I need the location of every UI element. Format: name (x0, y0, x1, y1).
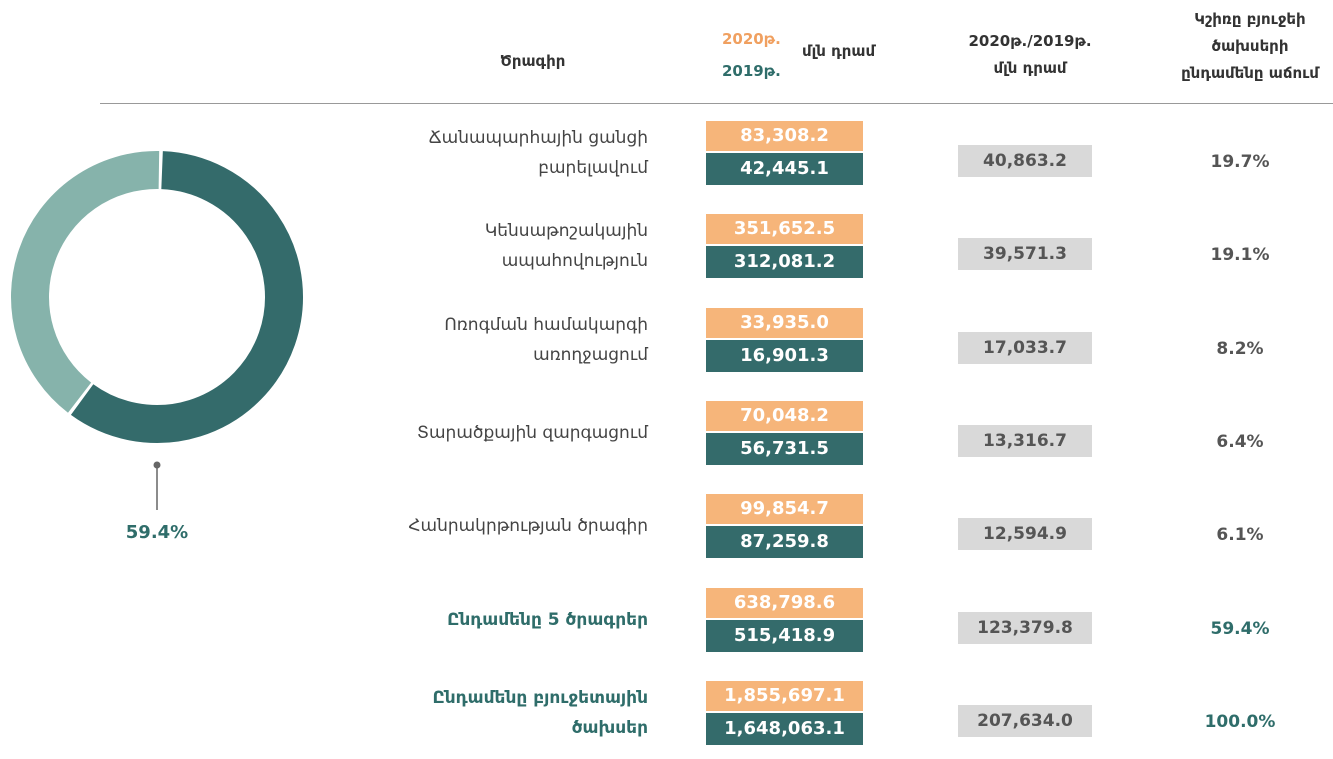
header-line: ընդամենը աճում (1181, 64, 1319, 82)
header-line: մլն դրամ (993, 59, 1067, 77)
header-line: ծախսերի (1211, 37, 1289, 55)
donut-label: 59.4% (126, 522, 188, 543)
header-line: Կշիռը բյուջեի (1194, 10, 1306, 28)
value-diff: 13,316.7 (958, 424, 1092, 457)
row-name: Կենսաթոշակային ապահովություն (485, 216, 648, 276)
value-2020: 70,048.2 (706, 400, 863, 431)
row-name-line: ծախսեր (571, 717, 648, 738)
value-2019: 16,901.3 (706, 339, 863, 372)
value-2019: 1,648,063.1 (706, 712, 863, 745)
value-share: 8.2% (1216, 338, 1264, 359)
row-name: Ընդամենը 5 ծրագրեր (447, 605, 648, 635)
header-share: Կշիռը բյուջեի ծախսերի ընդամենը աճում (1160, 6, 1333, 87)
value-2020: 1,855,697.1 (706, 680, 863, 711)
header-2019: 2019թ. (722, 62, 781, 80)
value-2020: 99,854.7 (706, 494, 863, 525)
value-diff: 40,863.2 (958, 145, 1092, 177)
row-name-line: Կենսաթոշակային (484, 221, 648, 242)
value-diff: 17,033.7 (958, 331, 1092, 364)
value-2020: 351,652.5 (706, 214, 863, 245)
value-diff: 39,571.3 (958, 238, 1092, 271)
value-2020: 83,308.2 (706, 121, 863, 151)
row-name-line: առողջացում (533, 344, 648, 365)
value-2020: 33,935.0 (706, 307, 863, 338)
row-name-line: ապահովություն (501, 251, 648, 272)
value-share: 100.0% (1204, 711, 1276, 732)
value-2019: 56,731.5 (706, 432, 863, 465)
value-share: 6.4% (1216, 431, 1264, 452)
header-program: Ծրագիր (500, 52, 566, 70)
row-name-line: Հանրակրթության ծրագիր (408, 516, 648, 537)
row-name: Ճանապարհային ցանցի բարելավում (429, 123, 648, 183)
row-name: Հանրակրթության ծրագիր (408, 511, 648, 541)
row-name-line: Տարածքային զարգացում (417, 422, 648, 443)
value-share: 59.4% (1210, 618, 1270, 639)
divider (100, 103, 1333, 104)
value-diff: 123,379.8 (958, 611, 1092, 644)
header-2020: 2020թ. (722, 30, 781, 48)
row-name: Ոռոգման համակարգի առողջացում (444, 310, 648, 370)
row-name-line: բարելավում (538, 158, 648, 178)
row-name: Ընդամենը բյուջետային ծախսեր (432, 683, 648, 743)
value-2019: 312,081.2 (706, 246, 863, 279)
donut: 59.4% (11, 151, 303, 543)
header-diff: 2020թ./2019թ. մլն դրամ (930, 28, 1130, 82)
header-unit: մլն դրամ (802, 42, 876, 60)
donut-segment (11, 151, 160, 413)
value-2020: 638,798.6 (706, 587, 863, 618)
header-line: 2020թ./2019թ. (968, 32, 1092, 50)
row-name-line: Ճանապարհային ցանցի (428, 128, 648, 148)
row-name-line: Ընդամենը 5 ծրագրեր (447, 609, 648, 630)
value-2019: 42,445.1 (706, 153, 863, 185)
value-share: 6.1% (1216, 525, 1264, 546)
row-name-line: Ընդամենը բյուջետային (432, 687, 648, 708)
pointer-dot (153, 461, 161, 469)
row-name: Տարածքային զարգացում (417, 418, 648, 448)
value-diff: 207,634.0 (958, 704, 1092, 737)
value-share: 19.1% (1210, 245, 1270, 266)
row-name-line: Ոռոգման համակարգի (444, 314, 648, 335)
value-2019: 87,259.8 (706, 526, 863, 559)
value-2019: 515,418.9 (706, 619, 863, 652)
donut-segment (70, 151, 303, 443)
value-share: 19.7% (1210, 152, 1270, 172)
value-diff: 12,594.9 (958, 518, 1092, 551)
